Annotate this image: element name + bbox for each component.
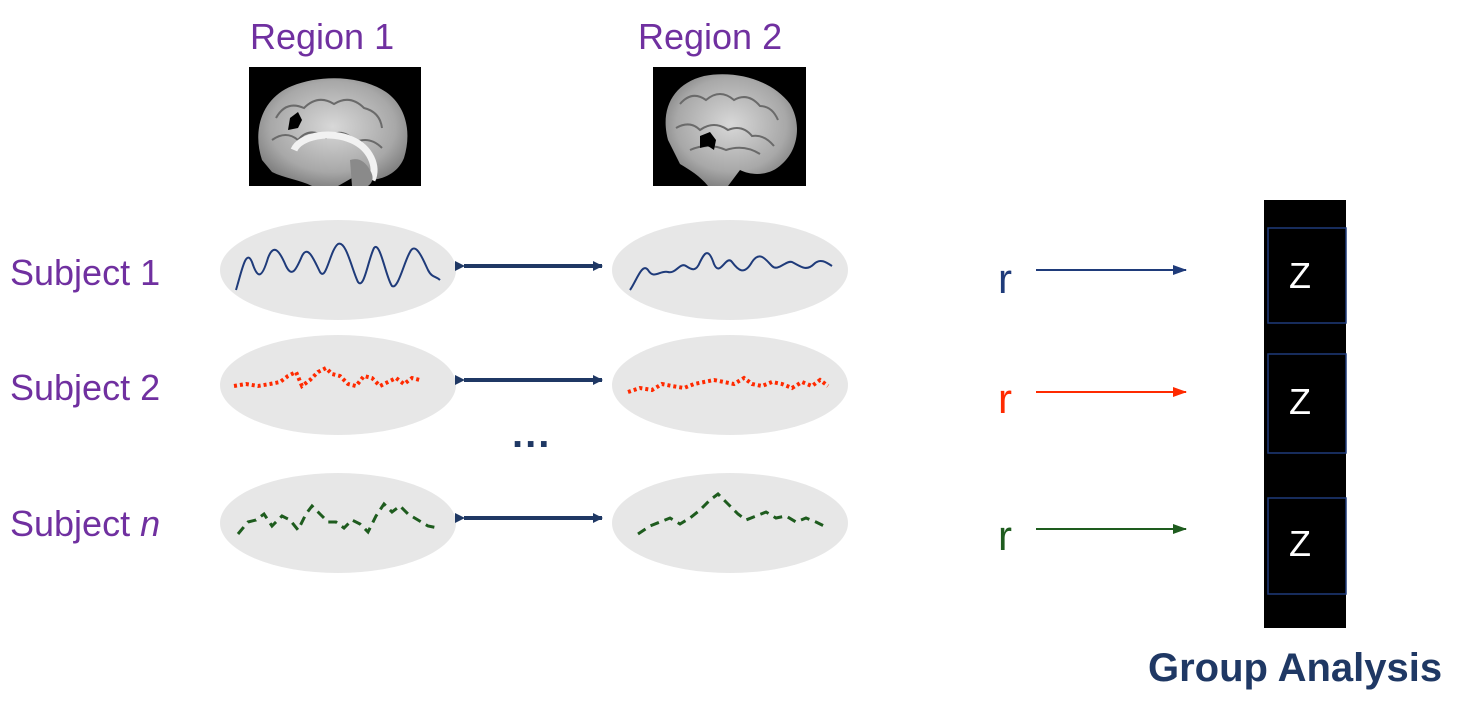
subject-2-label: Subject 2 <box>10 367 161 408</box>
region-2-label: Region 2 <box>638 16 783 57</box>
region-2-timeseries-ellipses <box>612 220 848 573</box>
subject-n-region-1-timeseries <box>236 501 439 535</box>
z-label-3: Z <box>1289 523 1311 564</box>
r-label-subject-1: r <box>998 255 1012 302</box>
r-label-subject-n: r <box>998 512 1012 559</box>
more-subjects-ellipsis: ... <box>512 412 552 456</box>
region-1-label: Region 1 <box>250 16 395 57</box>
subject-2-region-2-timeseries <box>627 375 830 394</box>
subject-2-region-1-timeseries <box>233 365 421 390</box>
z-cell-3 <box>1267 497 1347 595</box>
subject-1-label: Subject 1 <box>10 252 161 293</box>
subject-n-label: Subject n <box>10 503 161 544</box>
subject-1-region-1-timeseries <box>235 242 441 291</box>
region-1-timeseries-ellipses <box>220 220 456 573</box>
subject-1-region-2-timeseries <box>629 252 833 291</box>
brain-image-region-2 <box>653 67 806 186</box>
subject-n-region-2-timeseries <box>637 492 829 536</box>
r-label-subject-2: r <box>998 375 1012 422</box>
z-label-2: Z <box>1289 381 1311 422</box>
z-cell-2 <box>1267 353 1347 454</box>
brain-image-region-1 <box>249 67 421 186</box>
group-analysis-title: Group Analysis <box>1148 646 1443 690</box>
z-label-1: Z <box>1289 255 1311 296</box>
z-cell-1 <box>1267 227 1347 324</box>
